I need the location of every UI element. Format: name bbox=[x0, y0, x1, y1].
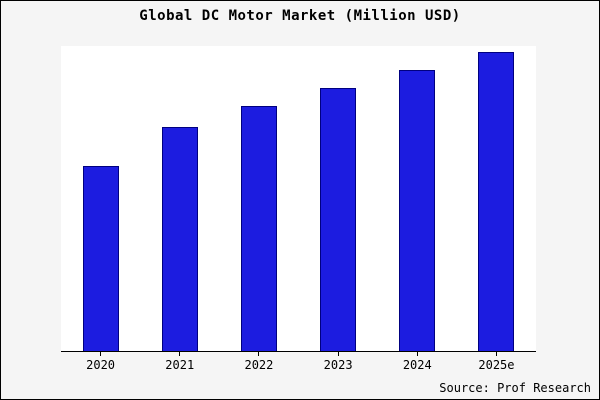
x-tick-label: 2024 bbox=[402, 358, 432, 372]
x-tick-label: 2025e bbox=[478, 358, 515, 372]
chart-title: Global DC Motor Market (Million USD) bbox=[139, 8, 461, 24]
x-tick-slot: 2025e bbox=[457, 352, 536, 372]
bar-slot bbox=[457, 46, 536, 351]
tick-mark bbox=[258, 352, 260, 356]
x-tick-slot: 2024 bbox=[378, 352, 457, 372]
bar-2022 bbox=[240, 106, 277, 351]
bar-2025e bbox=[478, 52, 515, 351]
x-tick-slot: 2020 bbox=[61, 352, 140, 372]
tick-mark bbox=[100, 352, 102, 356]
plot-area bbox=[61, 46, 536, 352]
bar-2024 bbox=[399, 70, 436, 351]
bar-slot bbox=[61, 46, 140, 351]
bar-2023 bbox=[320, 88, 357, 351]
source-note: Source: Prof Research bbox=[439, 381, 591, 395]
bar-slot bbox=[299, 46, 378, 351]
x-tick-slot: 2021 bbox=[140, 352, 219, 372]
x-axis: 2020 2021 2022 2023 2024 2025e bbox=[61, 352, 536, 372]
bar-slot bbox=[219, 46, 298, 351]
bar-slot bbox=[378, 46, 457, 351]
tick-mark bbox=[495, 352, 497, 356]
bar-slot bbox=[140, 46, 219, 351]
x-tick-label: 2023 bbox=[323, 358, 353, 372]
tick-mark bbox=[416, 352, 418, 356]
x-tick-slot: 2023 bbox=[299, 352, 378, 372]
x-tick-label: 2021 bbox=[165, 358, 195, 372]
tick-mark bbox=[337, 352, 339, 356]
bar-2021 bbox=[161, 127, 198, 351]
x-tick-label: 2020 bbox=[86, 358, 116, 372]
x-tick-label: 2022 bbox=[244, 358, 274, 372]
bars bbox=[61, 46, 536, 351]
bar-2020 bbox=[82, 166, 119, 351]
tick-mark bbox=[179, 352, 181, 356]
x-tick-slot: 2022 bbox=[219, 352, 298, 372]
